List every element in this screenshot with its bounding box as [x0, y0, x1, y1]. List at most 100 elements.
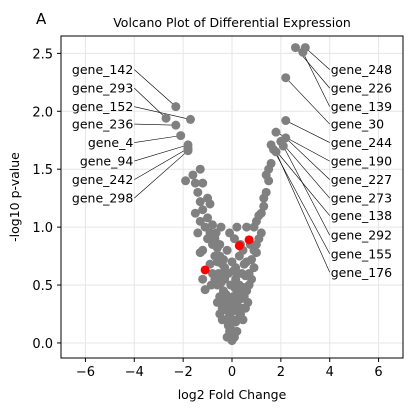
highlighted-data-point	[200, 265, 210, 275]
data-point	[200, 285, 210, 295]
data-point	[228, 315, 238, 325]
data-point	[203, 193, 213, 203]
gene-label: gene_152	[72, 99, 133, 114]
gene-label: gene_248	[331, 62, 392, 77]
panel-label: A	[36, 10, 47, 28]
data-point	[207, 220, 217, 230]
gene-label: gene_155	[331, 246, 392, 261]
data-point	[190, 208, 200, 218]
data-point	[188, 170, 198, 180]
data-point	[193, 187, 203, 197]
data-point	[278, 141, 288, 151]
data-point	[229, 282, 239, 292]
y-tick-label: 1.0	[32, 221, 53, 236]
gene-label: gene_139	[331, 99, 392, 114]
leader-line	[134, 135, 181, 143]
data-point	[226, 324, 236, 334]
data-point	[215, 239, 225, 249]
leader-line	[270, 144, 330, 216]
y-tick-label: 1.5	[32, 163, 53, 178]
data-point	[171, 102, 181, 112]
data-point	[229, 234, 239, 244]
data-point	[249, 263, 259, 273]
leader-line	[134, 148, 189, 180]
data-point	[271, 147, 281, 157]
leader-line	[134, 144, 189, 162]
data-point	[218, 255, 228, 265]
x-tick-label: −4	[125, 365, 144, 380]
data-point	[193, 228, 203, 238]
gene-labels: gene_142gene_293gene_152gene_236gene_4ge…	[72, 62, 392, 280]
leader-line	[285, 120, 330, 143]
data-point	[215, 309, 225, 319]
data-point	[261, 170, 271, 180]
leader-line	[134, 87, 167, 119]
data-point	[206, 280, 216, 290]
leader-line	[305, 47, 330, 70]
x-tick-label: −6	[76, 365, 95, 380]
data-point	[195, 197, 205, 207]
y-tick-label: 0.5	[32, 279, 53, 294]
x-tick-label: 0	[228, 365, 236, 380]
data-point	[238, 315, 248, 325]
data-point	[281, 73, 291, 83]
y-axis-title: -log10 p-value	[7, 152, 22, 242]
axis-ticks: −6 −4 −2 0 2 4 6 0.0 0.5 1.0 1.5 2.0 2.5	[32, 47, 382, 380]
leader-line	[134, 69, 177, 107]
gene-label: gene_273	[331, 191, 392, 206]
leader-line	[285, 77, 330, 125]
gene-label: gene_293	[72, 81, 133, 96]
leader-line	[134, 150, 189, 199]
data-point	[242, 222, 252, 232]
grid-lines	[61, 36, 403, 358]
data-point	[261, 187, 271, 197]
scatter-points	[161, 43, 310, 346]
data-point	[203, 213, 213, 223]
data-point	[232, 222, 242, 232]
gene-label: gene_227	[331, 172, 392, 187]
x-tick-label: −2	[174, 365, 193, 380]
highlighted-points	[200, 235, 254, 275]
data-point	[247, 255, 257, 265]
highlighted-data-point	[234, 241, 244, 251]
x-tick-label: 2	[277, 365, 285, 380]
data-point	[291, 43, 301, 53]
leader-line	[285, 137, 330, 180]
data-point	[228, 266, 238, 276]
data-point	[247, 274, 257, 284]
data-point	[256, 208, 266, 218]
leader-line	[134, 106, 191, 120]
data-point	[181, 176, 191, 186]
data-point	[239, 259, 249, 269]
gene-label: gene_176	[331, 265, 392, 280]
x-tick-label: 6	[374, 365, 382, 380]
y-tick-label: 2.0	[32, 105, 53, 120]
data-point	[222, 245, 232, 255]
data-point	[259, 201, 269, 211]
gene-label: gene_190	[331, 154, 392, 169]
data-point	[243, 297, 253, 307]
data-point	[216, 222, 226, 232]
highlighted-data-point	[244, 235, 254, 245]
gene-label: gene_242	[72, 172, 133, 187]
leader-line	[283, 145, 330, 236]
gene-label: gene_244	[331, 135, 392, 150]
leader-line	[275, 151, 330, 273]
x-tick-label: 4	[326, 365, 334, 380]
data-point	[195, 216, 205, 226]
gene-label: gene_292	[331, 228, 392, 243]
gene-label: gene_94	[80, 154, 133, 169]
gene-label: gene_226	[331, 81, 392, 96]
data-point	[251, 248, 261, 258]
data-point	[198, 178, 208, 188]
data-point	[176, 131, 186, 141]
chart-title: Volcano Plot of Differential Expression	[113, 15, 351, 30]
data-point	[190, 178, 200, 188]
data-point	[220, 297, 230, 307]
data-point	[161, 113, 171, 123]
gene-label: gene_4	[88, 135, 133, 150]
gene-label: gene_298	[72, 191, 133, 206]
gene-label: gene_30	[331, 117, 384, 132]
gene-label: gene_138	[331, 208, 392, 223]
